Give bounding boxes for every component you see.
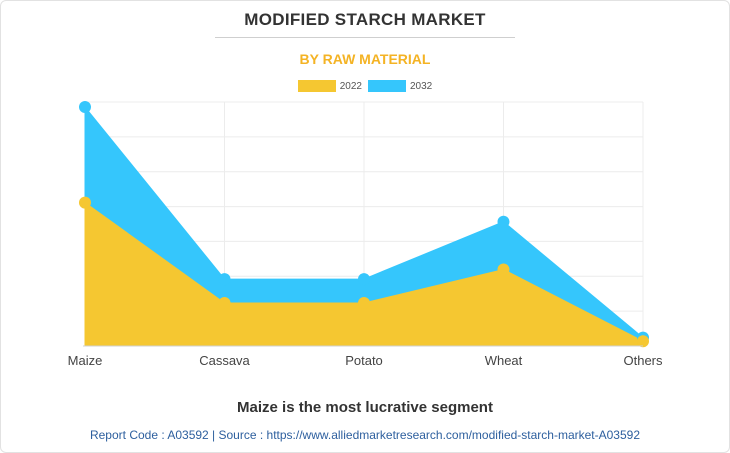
x-tick-label-maize: Maize xyxy=(68,353,103,368)
legend-label-2022: 2022 xyxy=(339,80,362,92)
chart-caption: Maize is the most lucrative segment xyxy=(237,399,493,416)
x-tick-label-wheat: Wheat xyxy=(485,353,523,368)
data-point-2022-others xyxy=(637,335,649,348)
chart-title: MODIFIED STARCH MARKET xyxy=(244,10,486,29)
legend-swatch-2022 xyxy=(297,80,336,92)
data-point-2032-cassava xyxy=(218,273,231,286)
x-tick-label-cassava: Cassava xyxy=(199,353,250,368)
x-tick-label-others: Others xyxy=(623,353,663,368)
report-source-footer[interactable]: Report Code : A03592 | Source : https://… xyxy=(89,428,641,442)
data-point-2022-cassava xyxy=(218,296,231,309)
x-tick-label-potato: Potato xyxy=(345,353,383,368)
data-point-2022-maize xyxy=(79,196,91,209)
chart-subtitle: BY RAW MATERIAL xyxy=(299,51,431,67)
legend-item-2022[interactable]: 2022 xyxy=(297,80,362,92)
legend-swatch-2032 xyxy=(368,80,406,92)
legend-label-2032: 2032 xyxy=(410,80,433,92)
legend-item-2032[interactable]: 2032 xyxy=(368,80,432,92)
chart-legend: 2022 2032 xyxy=(0,80,730,92)
data-point-2022-wheat xyxy=(497,263,510,276)
title-divider xyxy=(215,37,515,38)
data-point-2032-wheat xyxy=(497,215,510,228)
data-point-2032-maize xyxy=(79,101,91,113)
data-point-2022-potato xyxy=(358,296,370,309)
data-point-2032-potato xyxy=(358,273,370,286)
